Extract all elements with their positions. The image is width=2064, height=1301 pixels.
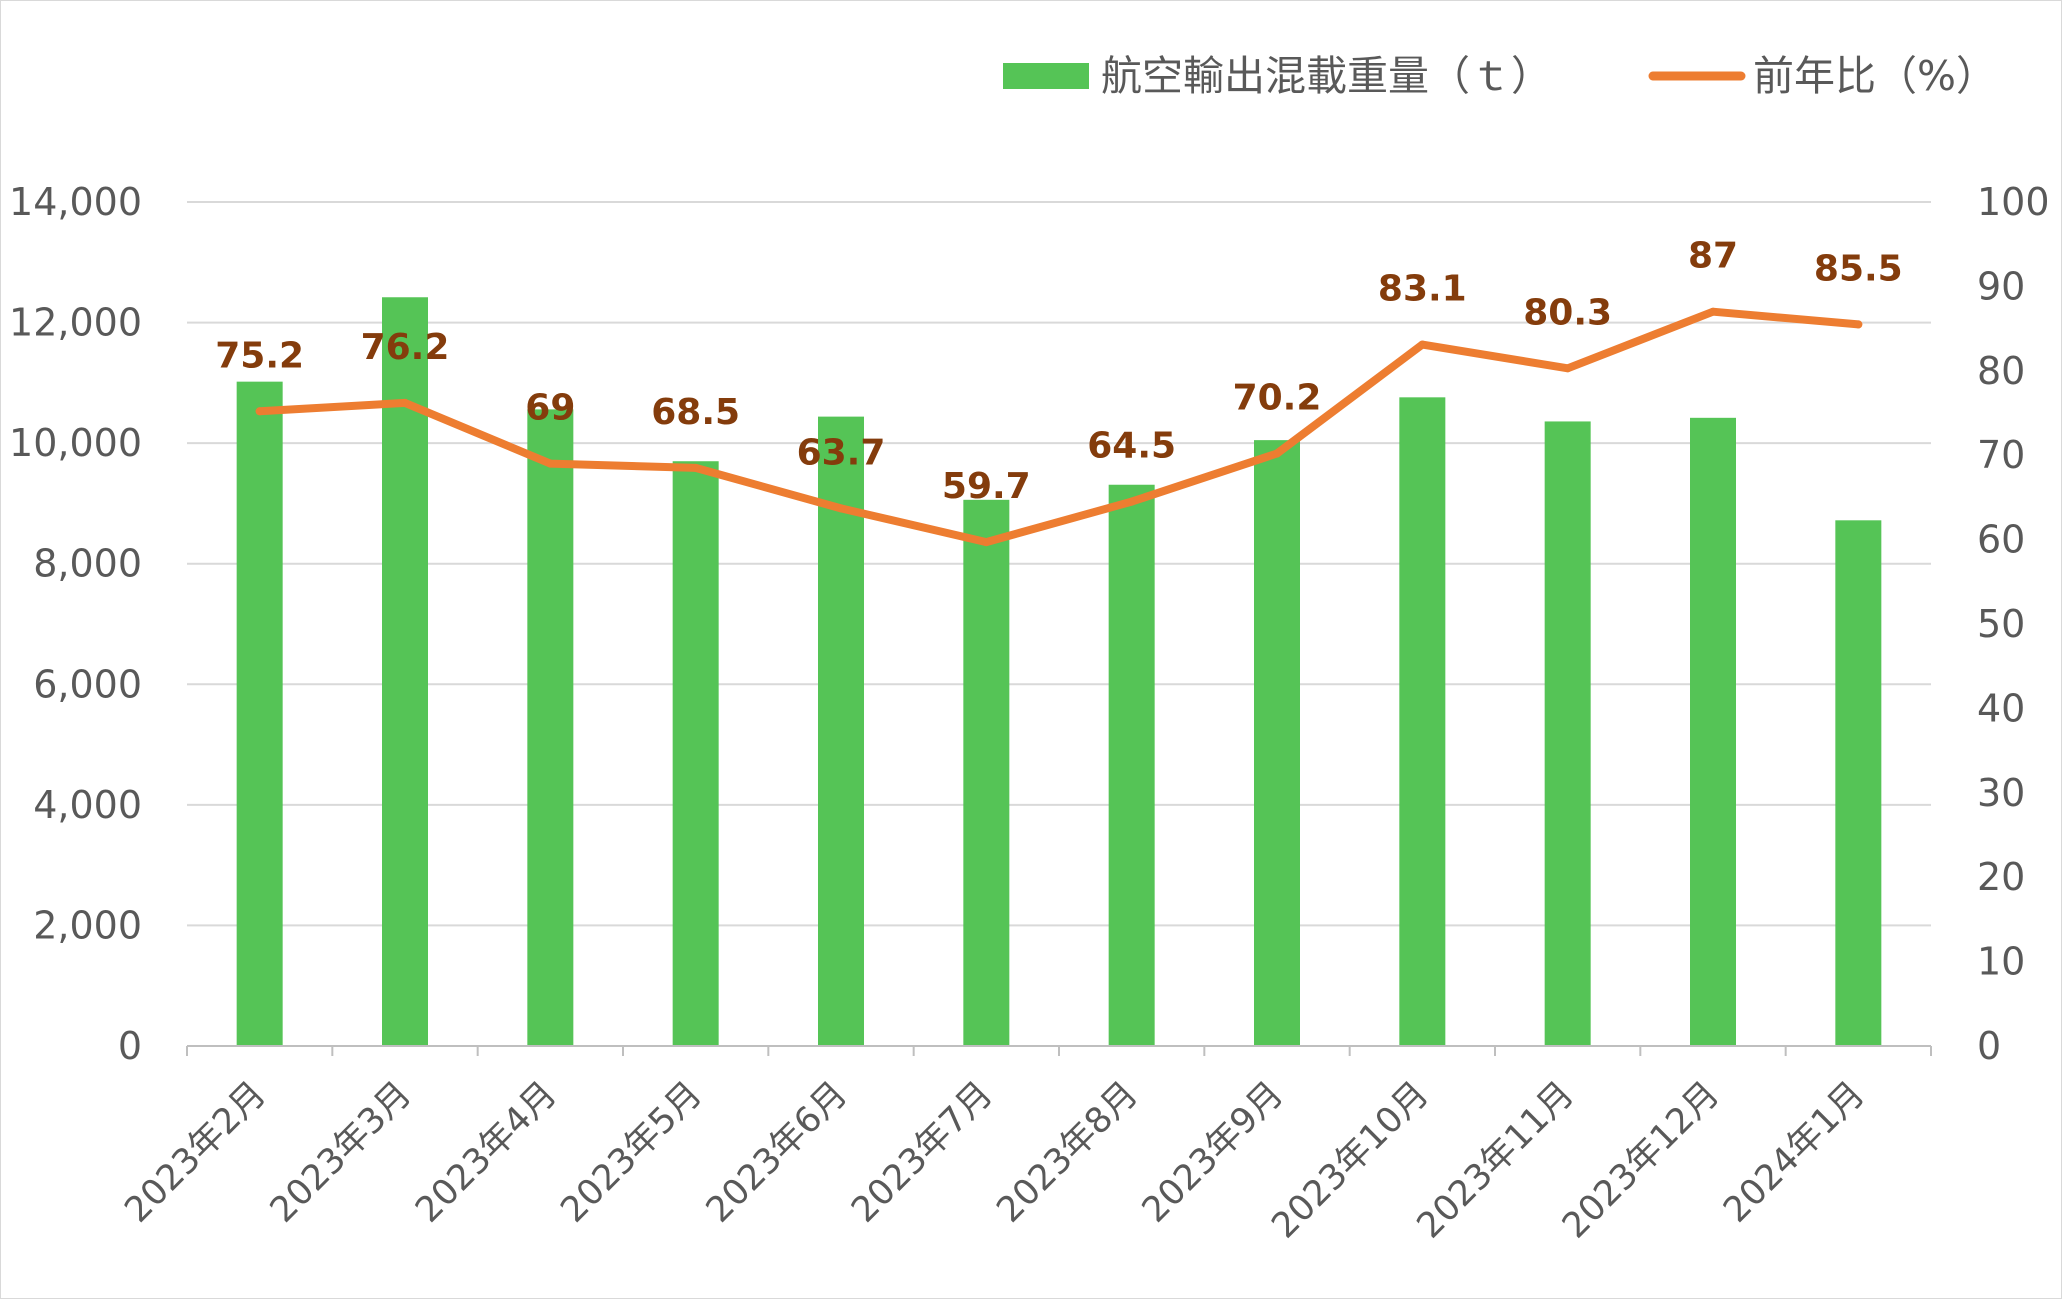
x-tick-label: 2023年2月 xyxy=(118,1074,275,1231)
x-tick-label: 2023年12月 xyxy=(1555,1074,1727,1246)
bar xyxy=(818,416,864,1046)
x-tick-label: 2023年6月 xyxy=(699,1074,856,1231)
legend: 航空輸出混載重量（ｔ） 前年比（%） xyxy=(1003,52,1997,100)
y-left-tick-label: 2,000 xyxy=(33,903,142,947)
bar xyxy=(527,409,574,1047)
line-point xyxy=(1563,364,1572,373)
bar xyxy=(672,461,719,1046)
data-label: 70.2 xyxy=(1233,378,1322,419)
line-point xyxy=(1418,340,1427,349)
y-right-tick-label: 90 xyxy=(1977,264,2025,308)
x-tick-label: 2024年1月 xyxy=(1716,1074,1873,1231)
line-point xyxy=(837,504,845,513)
line-point xyxy=(1709,307,1717,316)
y-left-tick-label: 14,000 xyxy=(9,180,142,224)
y-right-tick-label: 10 xyxy=(1977,940,2025,984)
x-tick-label: 2023年3月 xyxy=(263,1074,420,1231)
data-label: 85.5 xyxy=(1814,248,1903,289)
y-right-tick-label: 20 xyxy=(1977,855,2025,899)
bar xyxy=(1108,484,1155,1046)
data-label: 87 xyxy=(1688,236,1738,277)
line-path xyxy=(255,307,1863,547)
y-axis-left: 0 2,000 4,000 6,000 8,000 10,000 12,000 14,000 xyxy=(9,180,142,1068)
line-point xyxy=(1127,497,1136,506)
x-tick-label: 2023年4月 xyxy=(408,1074,565,1231)
y-left-tick-label: 12,000 xyxy=(9,301,142,345)
y-right-tick-label: 70 xyxy=(1977,433,2025,477)
y-left-tick-label: 0 xyxy=(118,1024,142,1068)
line-point xyxy=(691,463,700,472)
y-right-tick-label: 60 xyxy=(1977,518,2025,562)
legend-label-line: 前年比（%） xyxy=(1753,52,1997,100)
bar xyxy=(236,381,283,1046)
line-point xyxy=(1273,449,1281,458)
y-left-tick-label: 10,000 xyxy=(9,421,142,465)
line-point xyxy=(1854,320,1863,329)
line-series xyxy=(255,307,1863,547)
x-tick-label: 2023年9月 xyxy=(1135,1074,1292,1231)
data-label: 75.2 xyxy=(215,335,304,376)
data-labels: 75.2 76.2 69 68.5 63.7 59.7 64.5 70.2 83.1 80.3 87… xyxy=(215,236,1902,507)
y-right-tick-label: 40 xyxy=(1977,686,2025,730)
line-point xyxy=(982,538,991,547)
legend-label-bar: 航空輸出混載重量（ｔ） xyxy=(1101,52,1552,100)
data-label: 64.5 xyxy=(1087,426,1176,467)
bar xyxy=(1544,421,1591,1046)
data-label: 83.1 xyxy=(1378,269,1467,310)
bar-series xyxy=(236,297,1882,1047)
y-right-tick-label: 100 xyxy=(1977,180,2050,224)
data-label: 80.3 xyxy=(1523,292,1612,333)
y-right-tick-label: 0 xyxy=(1977,1024,2001,1068)
y-right-tick-label: 50 xyxy=(1977,602,2025,646)
y-right-tick-label: 80 xyxy=(1977,349,2025,393)
data-label: 63.7 xyxy=(797,432,886,473)
bar xyxy=(963,499,1010,1047)
y-left-tick-label: 4,000 xyxy=(33,783,142,827)
data-label: 68.5 xyxy=(651,392,740,433)
bar xyxy=(1254,440,1300,1047)
bar xyxy=(1399,397,1446,1047)
y-right-tick-label: 30 xyxy=(1977,771,2025,815)
line-point xyxy=(401,398,409,407)
line-point xyxy=(546,459,555,468)
y-left-tick-label: 8,000 xyxy=(33,542,142,586)
x-tick-label: 2023年5月 xyxy=(554,1074,711,1231)
line-point xyxy=(255,407,264,416)
data-label: 69 xyxy=(525,388,575,429)
x-tick-label: 2023年7月 xyxy=(844,1074,1001,1231)
y-axis-right: 0 10 20 30 40 50 60 70 80 90 100 xyxy=(1977,180,2050,1068)
data-label: 76.2 xyxy=(361,327,450,368)
x-tick-label: 2023年8月 xyxy=(990,1074,1147,1231)
bar xyxy=(1835,520,1882,1046)
legend-swatch-bar xyxy=(1003,63,1089,89)
data-label: 59.7 xyxy=(942,466,1031,507)
bar xyxy=(382,297,428,1046)
gridlines xyxy=(187,201,1931,927)
y-left-tick-label: 6,000 xyxy=(33,662,142,706)
bar xyxy=(1690,417,1736,1046)
x-axis: 2023年2月2023年3月2023年4月2023年5月2023年6月2023年… xyxy=(118,1045,1932,1246)
